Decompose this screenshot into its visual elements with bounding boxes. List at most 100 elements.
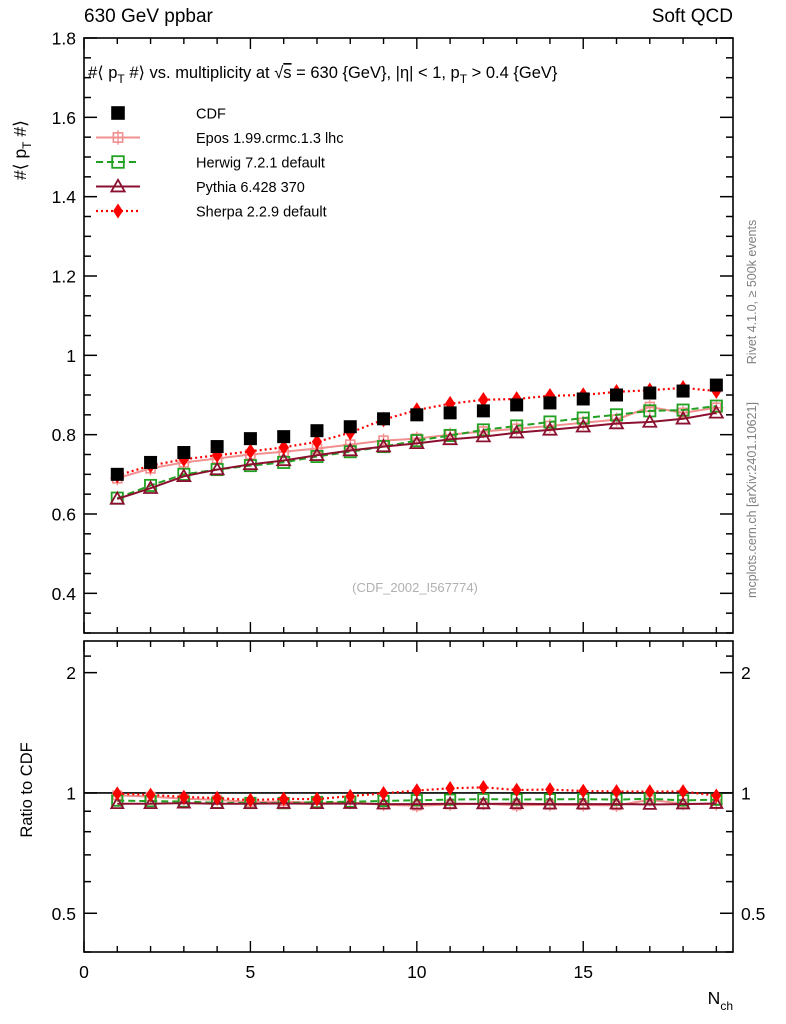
y-tick-label: 1.8 [52, 29, 76, 49]
legend-item-herwig[interactable]: Herwig 7.2.1 default [96, 155, 325, 172]
ratio-plot-panel: 0.5 0.5 1 1 2 2 0 5 10 15 [52, 640, 765, 982]
marker-triangle-open [575, 796, 591, 810]
marker-square-filled [343, 420, 357, 434]
legend: CDF Epos 1.99.crmc.1.3 lhc Herwig 7.2.1 de… [96, 106, 344, 221]
marker-diamond-filled [312, 791, 322, 807]
y-tick-label: 1 [66, 346, 76, 366]
marker-diamond-filled [711, 788, 722, 804]
marker-diamond-filled [311, 434, 323, 450]
x-tick-label: 10 [407, 962, 427, 982]
marker-triangle-open [109, 795, 125, 810]
marker-triangle-open [641, 413, 658, 428]
marker-square-open [410, 434, 424, 448]
ratio-y-tick-label-left: 1 [66, 783, 76, 803]
marker-triangle-open [608, 796, 625, 810]
marker-square-open [510, 419, 524, 433]
legend-label: Pythia 6.428 370 [196, 180, 305, 196]
marker-square-open [610, 408, 624, 422]
marker-triangle-open [508, 424, 525, 439]
xlabel-sub: ch [720, 999, 733, 1013]
marker-triangle-open [143, 795, 159, 810]
ratio-series-sherpa [112, 780, 722, 808]
marker-square-filled [443, 406, 457, 420]
header-left: 630 GeV ppbar [84, 6, 214, 27]
marker-diamond-filled [245, 792, 256, 808]
marker-square-filled [210, 440, 224, 454]
y-tick-label: 1.4 [52, 187, 77, 207]
legend-item-cdf[interactable]: CDF [111, 106, 226, 123]
series-line [116, 411, 717, 500]
marker-square-filled [377, 412, 391, 426]
marker-square-open [443, 428, 457, 442]
legend-item-sherpa[interactable]: Sherpa 2.2.9 default [96, 203, 327, 221]
marker-triangle-open [342, 442, 359, 457]
marker-triangle-open [442, 795, 458, 810]
ratio-frame [83, 640, 734, 953]
marker-diamond-filled [478, 391, 489, 408]
marker-square-filled [144, 455, 158, 469]
marker-triangle-open [608, 415, 625, 430]
marker-diamond-filled [545, 782, 555, 797]
marker-diamond-filled [278, 439, 289, 456]
legend-item-epos[interactable]: Epos 1.99.crmc.1.3 lhc [96, 130, 344, 147]
marker-diamond-filled [245, 443, 256, 460]
marker-triangle-open [642, 796, 658, 810]
x-tick-label: 15 [573, 962, 592, 982]
marker-triangle-open [509, 795, 525, 810]
marker-triangle-open [109, 178, 127, 193]
marker-triangle-open [575, 418, 592, 433]
legend-label: CDF [196, 107, 226, 123]
ratio-y-tick-label-right: 0.5 [741, 904, 765, 924]
marker-square-filled [576, 392, 590, 406]
main-data-group [109, 378, 725, 505]
y-tick-label: 0.8 [52, 425, 76, 445]
marker-triangle-open [275, 452, 292, 467]
legend-item-pythia[interactable]: Pythia 6.428 370 [96, 178, 305, 196]
series-line [117, 802, 717, 806]
marker-triangle-open [342, 795, 358, 809]
marker-diamond-filled [278, 791, 289, 807]
marker-diamond-filled [345, 788, 356, 804]
marker-diamond-filled [445, 395, 456, 412]
marker-triangle-open [375, 438, 392, 453]
marker-triangle-open [675, 796, 691, 810]
series-cdf [110, 378, 723, 481]
marker-triangle-open [142, 479, 159, 494]
x-tick-label: 5 [246, 962, 256, 982]
marker-square-filled [110, 467, 124, 481]
xlabel: Nch [708, 988, 733, 1013]
svg-text:Nch: Nch [708, 988, 733, 1013]
legend-label: Herwig 7.2.1 default [196, 156, 325, 172]
ylabel-ratio: Ratio to CDF [18, 742, 36, 837]
marker-diamond-filled [611, 784, 622, 799]
y-tick-label: 0.6 [52, 505, 76, 525]
marker-triangle-open [475, 796, 491, 810]
ratio-y-tick-label-left: 2 [66, 663, 76, 683]
marker-triangle-open [109, 490, 126, 505]
marker-square-filled [310, 424, 324, 438]
ratio-data-group [85, 780, 732, 813]
side-text-rivet: Rivet 4.1.0, ≥ 500k events [745, 220, 759, 364]
marker-diamond-filled [178, 451, 189, 468]
x-tick-label: 0 [79, 962, 89, 982]
main-plot-panel: 0.4 0.6 0.8 1 1.2 1.4 1.6 1.8 [52, 29, 734, 634]
ratio-y-tick-label-left: 0.5 [52, 904, 76, 924]
marker-triangle-open [409, 796, 425, 810]
marker-square-filled [610, 388, 624, 402]
marker-square-filled [410, 408, 424, 422]
marker-triangle-open [376, 796, 392, 810]
marker-square-filled [476, 404, 490, 418]
marker-square-filled [111, 106, 125, 120]
dataset-watermark: (CDF_2002_I567774) [352, 580, 478, 595]
marker-square-open [476, 423, 490, 437]
marker-square-filled [543, 396, 557, 410]
marker-square-open [543, 415, 557, 429]
marker-square-filled [643, 386, 657, 400]
marker-square-filled [277, 430, 291, 444]
marker-triangle-open [242, 456, 259, 471]
marker-diamond-filled [678, 784, 688, 799]
marker-square-open [676, 403, 690, 417]
series-pythia [109, 404, 725, 505]
